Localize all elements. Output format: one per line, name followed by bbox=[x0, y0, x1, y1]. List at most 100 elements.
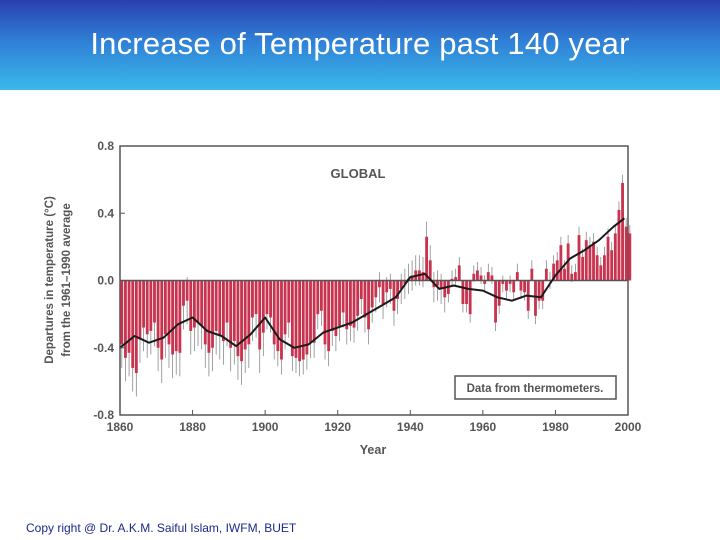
temperature-bar bbox=[465, 280, 468, 305]
temperature-bar bbox=[428, 260, 432, 281]
x-tick-label: 1980 bbox=[542, 420, 569, 434]
temperature-bar bbox=[203, 280, 207, 345]
temperature-bar bbox=[323, 280, 327, 345]
temperature-bar bbox=[515, 272, 519, 281]
temperature-bar bbox=[512, 280, 516, 293]
temperature-chart: 1860 1880 1900 1920 1940 1960 1980 2000 0.8 0.4 0.… bbox=[44, 139, 642, 457]
temperature-bar bbox=[552, 263, 556, 281]
temperature-bar bbox=[563, 268, 566, 281]
temperature-bar bbox=[305, 280, 309, 355]
temperature-bar bbox=[392, 280, 396, 311]
x-tick-label: 1900 bbox=[252, 420, 279, 434]
temperature-bar bbox=[450, 278, 454, 281]
temperature-bar bbox=[519, 280, 523, 291]
temperature-bar bbox=[461, 280, 465, 305]
temperature-bar bbox=[221, 280, 225, 342]
temperature-bar bbox=[163, 280, 167, 335]
temperature-bar bbox=[443, 280, 447, 298]
temperature-bar bbox=[341, 280, 345, 313]
temperature-bar bbox=[334, 280, 338, 336]
temperature-bar bbox=[595, 255, 599, 281]
temperature-bar bbox=[174, 280, 178, 352]
temperature-bar bbox=[577, 235, 581, 281]
temperature-bar bbox=[301, 280, 305, 360]
temperature-bar bbox=[124, 280, 127, 358]
temperature-bar bbox=[628, 233, 632, 281]
temperature-bar bbox=[523, 280, 527, 293]
temperature-bar bbox=[134, 280, 138, 373]
temperature-bar bbox=[280, 280, 283, 360]
temperature-bar bbox=[367, 280, 370, 330]
temperature-bar bbox=[501, 280, 505, 284]
temperature-bar bbox=[298, 280, 302, 362]
temperature-bar bbox=[309, 280, 312, 343]
temperature-bar bbox=[599, 265, 603, 281]
temperature-bar bbox=[359, 280, 363, 299]
temperature-bar bbox=[316, 280, 320, 315]
footer-copyright: Copy right @ Dr. A.K.M. Saiful Islam, IW… bbox=[26, 521, 297, 535]
temperature-bar bbox=[468, 280, 472, 315]
temperature-bar bbox=[374, 280, 378, 298]
temperature-bar bbox=[145, 280, 149, 335]
temperature-bar bbox=[232, 280, 236, 342]
annual-bars bbox=[120, 182, 632, 373]
temperature-bar bbox=[617, 209, 621, 281]
temperature-bar bbox=[269, 280, 273, 318]
x-tick-label: 1940 bbox=[397, 420, 424, 434]
y-tick-label: 0.8 bbox=[97, 139, 114, 153]
x-tick-label: 1860 bbox=[107, 420, 134, 434]
x-tick-label: 2000 bbox=[615, 420, 642, 434]
temperature-bar bbox=[356, 280, 360, 316]
temperature-bar bbox=[388, 280, 392, 289]
temperature-bar bbox=[475, 270, 479, 281]
temperature-bar bbox=[378, 280, 381, 288]
temperature-bar bbox=[581, 256, 585, 281]
temperature-bar bbox=[399, 280, 403, 289]
x-tick-label: 1920 bbox=[324, 420, 351, 434]
temperature-bar bbox=[534, 280, 537, 316]
temperature-bar bbox=[127, 280, 131, 353]
temperature-bar bbox=[544, 268, 548, 281]
temperature-bar bbox=[483, 280, 487, 284]
temperature-bar bbox=[385, 280, 389, 293]
temperature-bar bbox=[200, 280, 204, 326]
temperature-bar bbox=[261, 280, 265, 333]
temperature-bar bbox=[171, 280, 175, 355]
temperature-bar bbox=[153, 280, 156, 323]
temperature-bar bbox=[178, 280, 182, 353]
temperature-bar bbox=[363, 280, 367, 318]
temperature-bar bbox=[584, 240, 588, 281]
temperature-bar bbox=[229, 280, 233, 348]
temperature-bar bbox=[588, 245, 592, 281]
temperature-bar bbox=[276, 280, 280, 352]
temperature-bar bbox=[247, 280, 251, 345]
temperature-bar bbox=[243, 280, 247, 350]
temperature-bar bbox=[508, 280, 512, 284]
temperature-bar bbox=[214, 280, 218, 331]
temperature-bar bbox=[156, 280, 160, 348]
temperature-bar bbox=[610, 250, 614, 281]
temperature-bar bbox=[570, 273, 574, 281]
temperature-bar bbox=[207, 280, 211, 353]
temperature-bar bbox=[167, 280, 171, 345]
temperature-bar bbox=[192, 280, 196, 328]
temperature-bar bbox=[490, 275, 494, 281]
temperature-bar bbox=[403, 280, 407, 284]
temperature-bar bbox=[486, 272, 490, 281]
temperature-bar bbox=[352, 280, 356, 328]
temperature-bar bbox=[396, 280, 400, 299]
temperature-bar bbox=[294, 280, 298, 358]
temperature-bar bbox=[236, 280, 240, 357]
temperature-bar bbox=[621, 182, 624, 281]
x-tick-label: 1960 bbox=[470, 420, 497, 434]
temperature-bar bbox=[381, 280, 385, 305]
y-tick-label: -0.8 bbox=[93, 408, 114, 422]
temperature-bar bbox=[436, 280, 439, 286]
temperature-bar bbox=[338, 280, 341, 326]
temperature-bar bbox=[283, 280, 287, 335]
temperature-bar bbox=[624, 226, 628, 281]
temperature-bar bbox=[439, 280, 443, 289]
title-banner: Increase of Temperature past 140 year bbox=[0, 0, 720, 90]
temperature-bar bbox=[537, 280, 541, 301]
temperature-bar bbox=[472, 273, 476, 281]
